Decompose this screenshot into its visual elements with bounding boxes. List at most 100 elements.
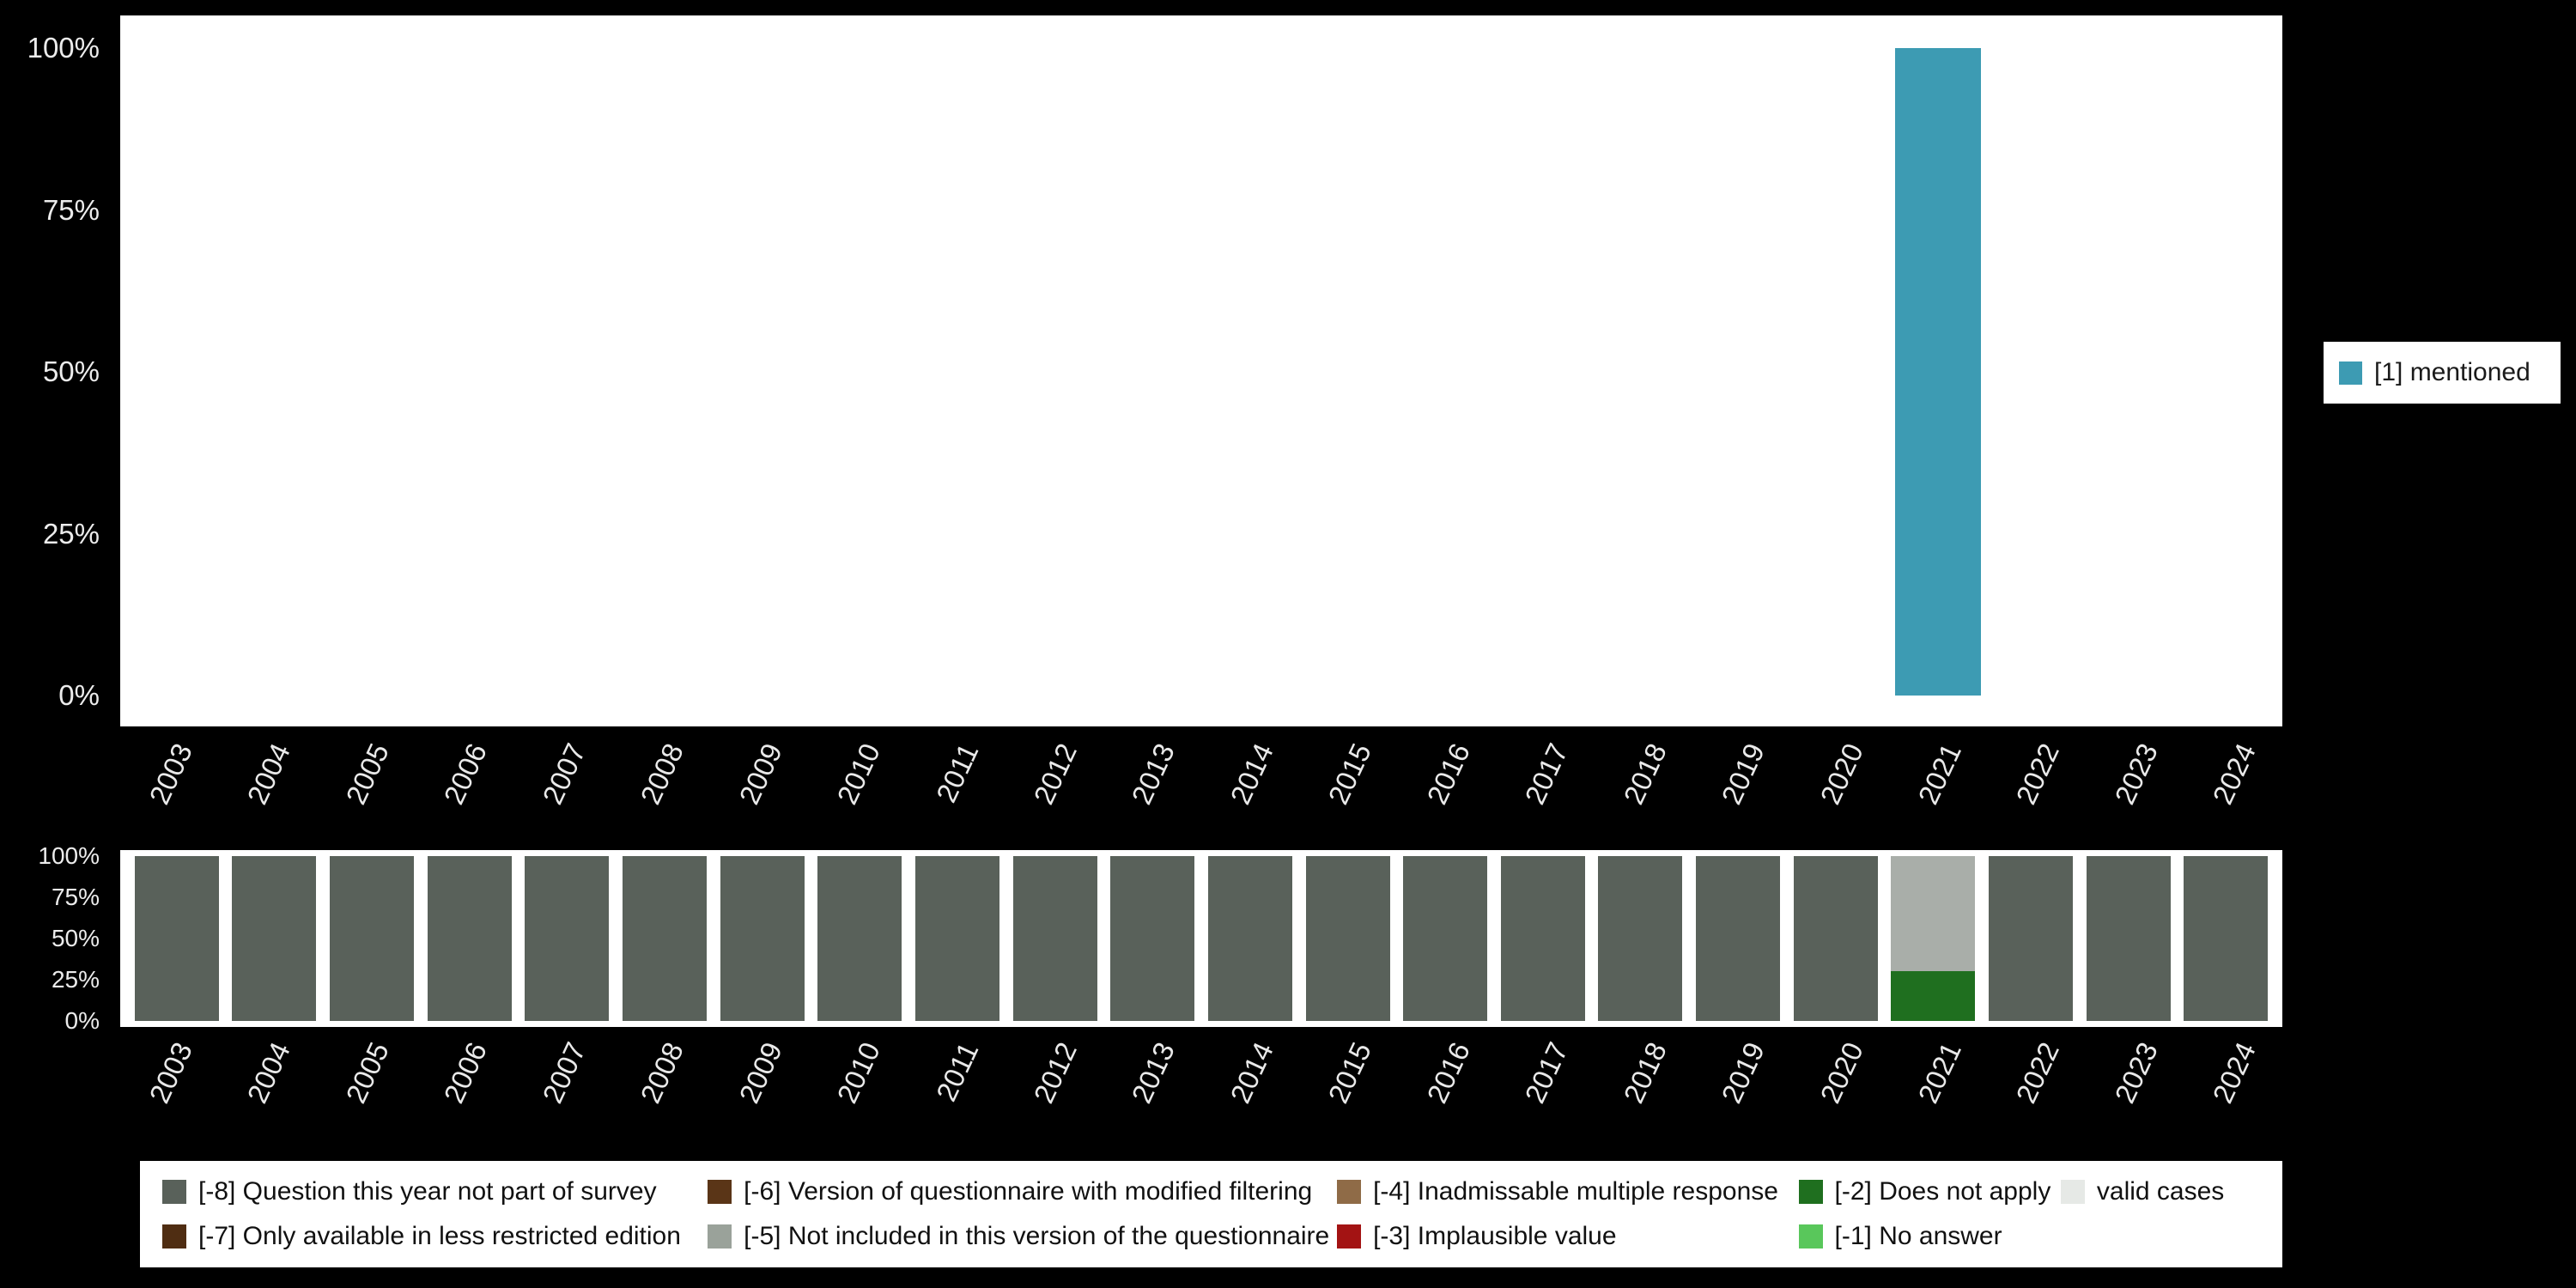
x-tick-label-2018: 2018: [1617, 1037, 1673, 1109]
segment: [914, 856, 999, 1021]
y-tick-label: 25%: [42, 517, 100, 550]
stacked-bar-2014: [1207, 856, 1292, 1021]
bar-slot-2020: [1787, 856, 1885, 1021]
legend-label: [-5] Not included in this version of the…: [744, 1222, 1330, 1250]
x-tick-label-2012: 2012: [1027, 1037, 1083, 1109]
bar-slot-2016: [1396, 856, 1494, 1021]
bar-slot-2007: [513, 48, 611, 696]
mentioned-chart-x-axis: 2003 2004 2005 2006 2007 2008 2009 2010 2011 2012…: [120, 732, 2282, 860]
x-tick-label-2021: 2021: [1911, 738, 1967, 810]
y-tick-label: 50%: [42, 355, 100, 387]
x-tick-label-2005: 2005: [339, 738, 395, 810]
missing-values-chart-x-axis: 2003 2004 2005 2006 2007 2008 2009 2010 2011 2012…: [120, 1030, 2282, 1168]
stacked-bar-2004: [232, 856, 317, 1021]
legend-label: [-6] Version of questionnaire with modif…: [744, 1177, 1313, 1206]
x-tick-label-2015: 2015: [1321, 738, 1378, 810]
bar-slot-2018: [1595, 48, 1692, 696]
stacked-bar-2024: [2184, 856, 2269, 1021]
bar-slot-2023: [2086, 48, 2184, 696]
missing-values-legend: [-8] Question this year not part of surv…: [140, 1161, 2282, 1267]
segment: [427, 856, 512, 1021]
bar-slot-2006: [421, 856, 519, 1021]
segment: [1403, 856, 1488, 1021]
bar-slot-2003: [128, 856, 226, 1021]
segment: [1891, 856, 1976, 972]
segment: [134, 856, 219, 1021]
mentioned-chart-panel: [120, 15, 2282, 726]
legend-label: [-4] Inadmissable multiple response: [1373, 1177, 1778, 1206]
bar-slot-2016: [1398, 48, 1496, 696]
y-tick-label: 25%: [51, 966, 100, 993]
legend-item: valid cases: [2060, 1177, 2260, 1206]
segment: [1207, 856, 1292, 1021]
legend-item: [-2] Does not apply: [1798, 1177, 2061, 1206]
x-tick-label-2023: 2023: [2108, 1037, 2164, 1109]
y-tick-label: 75%: [42, 193, 100, 226]
x-tick-label-2022: 2022: [2009, 1037, 2066, 1109]
legend-item: [-4] Inadmissable multiple response: [1337, 1177, 1798, 1206]
stacked-bar-2012: [1012, 856, 1097, 1021]
stacked-bar-2022: [1988, 856, 2073, 1021]
x-tick-label-2006: 2006: [437, 1037, 494, 1109]
bar-slot-2024: [2177, 856, 2275, 1021]
x-tick-label-2008: 2008: [634, 738, 690, 810]
bar-slot-2011: [907, 48, 1005, 696]
mentioned-chart-plot-area: [120, 48, 2282, 696]
mentioned-chart-legend: [1] mentioned: [2324, 342, 2561, 404]
stacked-bar-2020: [1793, 856, 1878, 1021]
x-tick-label-2020: 2020: [1813, 1037, 1869, 1109]
segment: [1891, 971, 1976, 1021]
x-tick-label-2017: 2017: [1518, 738, 1575, 810]
stacked-bar-2007: [525, 856, 610, 1021]
stacked-bar-2011: [914, 856, 999, 1021]
segment: [1598, 856, 1683, 1021]
x-tick-label-2014: 2014: [1224, 738, 1279, 810]
bar-slot-2015: [1299, 856, 1397, 1021]
legend-label-mentioned: [1] mentioned: [2374, 358, 2530, 386]
segment: [2086, 856, 2171, 1021]
legend-label: [-8] Question this year not part of surv…: [198, 1177, 657, 1206]
bar-slot-2007: [519, 856, 617, 1021]
y-tick-label: 0%: [64, 1007, 100, 1034]
bar-slot-2010: [811, 856, 908, 1021]
y-tick-label: 100%: [38, 842, 100, 869]
stacked-bar-2018: [1598, 856, 1683, 1021]
legend-swatch: [1798, 1224, 1823, 1249]
legend-swatch-mentioned: [2339, 361, 2362, 385]
legend-item: [-3] Implausible value: [1337, 1222, 1798, 1251]
bar-2021-mentioned: [1895, 48, 1982, 696]
stacked-bar-2006: [427, 856, 512, 1021]
segment: [1305, 856, 1390, 1021]
segment: [1012, 856, 1097, 1021]
legend-label: [-3] Implausible value: [1373, 1222, 1617, 1250]
x-tick-label-2019: 2019: [1715, 1037, 1771, 1109]
segment: [720, 856, 805, 1021]
stacked-bar-2013: [1110, 856, 1195, 1021]
x-tick-label-2011: 2011: [929, 738, 985, 807]
bar-slot-2008: [611, 48, 709, 696]
stacked-bar-2003: [134, 856, 219, 1021]
x-tick-label-2004: 2004: [240, 738, 297, 810]
bar-slot-2017: [1496, 48, 1594, 696]
x-tick-label-2015: 2015: [1321, 1037, 1378, 1109]
segment: [2184, 856, 2269, 1021]
bar-slot-2005: [323, 856, 421, 1021]
x-tick-label-2009: 2009: [732, 1037, 788, 1109]
bar-slot-2015: [1299, 48, 1397, 696]
x-tick-label-2019: 2019: [1715, 738, 1771, 810]
legend-swatch: [708, 1180, 732, 1204]
missing-values-chart-y-axis: 0% 25% 50% 75% 100%: [0, 842, 112, 1034]
bar-slot-2021: [1885, 856, 1983, 1021]
x-tick-label-2010: 2010: [830, 1037, 886, 1109]
bar-slot-2023: [2080, 856, 2178, 1021]
x-tick-label-2021: 2021: [1911, 1037, 1967, 1109]
y-tick-label: 0%: [58, 679, 100, 711]
stacked-bar-2016: [1403, 856, 1488, 1021]
x-tick-label-2020: 2020: [1813, 738, 1869, 810]
x-tick-label-2009: 2009: [732, 738, 788, 810]
bar-slot-2021: [1889, 48, 1987, 696]
bar-slot-2013: [1103, 48, 1201, 696]
bar-slot-2022: [1988, 48, 2086, 696]
bar-slot-2010: [808, 48, 906, 696]
